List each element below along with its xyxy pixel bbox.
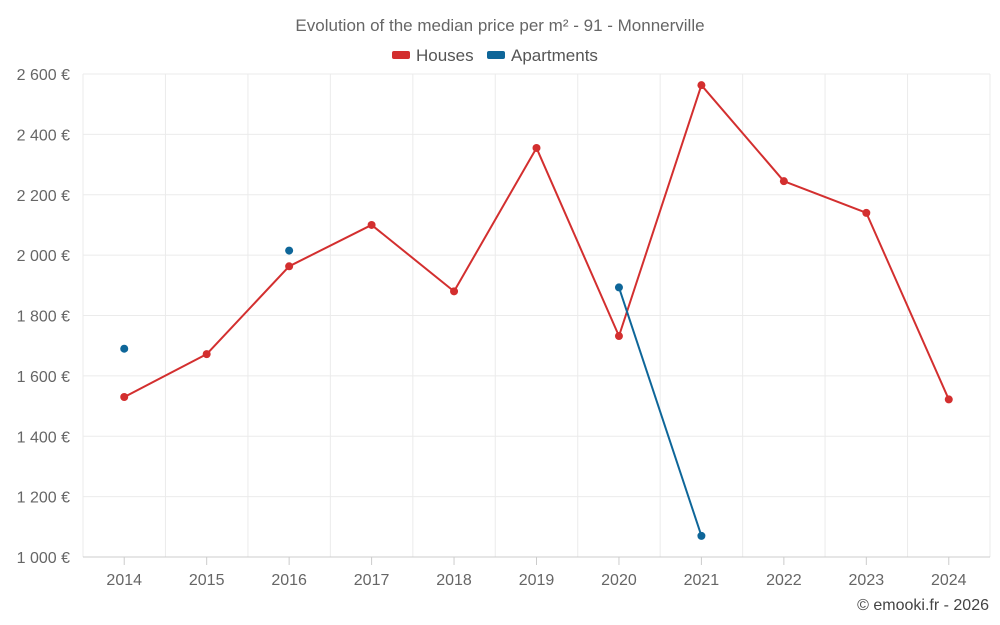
x-tick-label: 2014 [106, 572, 142, 589]
series-line-apartments [618, 287, 703, 537]
x-tick-label: 2016 [271, 572, 307, 589]
legend-item-apartments[interactable]: Apartments [487, 46, 598, 65]
data-point-apartments[interactable] [614, 283, 623, 292]
x-tick-label: 2024 [931, 572, 967, 589]
y-tick-label: 2 400 € [17, 127, 70, 144]
data-point-houses[interactable] [367, 220, 376, 229]
data-point-houses[interactable] [697, 81, 706, 90]
legend-item-houses[interactable]: Houses [392, 46, 474, 65]
data-point-apartments[interactable] [697, 531, 706, 540]
data-point-houses[interactable] [862, 208, 871, 217]
series-apartments [120, 246, 706, 540]
y-tick-label: 1 000 € [17, 550, 70, 567]
y-tick-label: 1 400 € [17, 429, 70, 446]
legend-swatch-apartments [487, 51, 505, 59]
y-tick-label: 2 200 € [17, 188, 70, 205]
y-tick-label: 2 600 € [17, 67, 70, 84]
x-tick-label: 2020 [601, 572, 637, 589]
x-gridlines [82, 74, 991, 557]
credit-text: © emooki.fr - 2026 [857, 597, 989, 614]
x-tick-label: 2015 [189, 572, 225, 589]
y-tick-label: 2 000 € [17, 248, 70, 265]
data-point-apartments[interactable] [285, 246, 294, 255]
legend: Houses Apartments [392, 46, 598, 65]
x-tick-label: 2021 [684, 572, 720, 589]
series-layer [120, 81, 953, 540]
data-point-houses[interactable] [779, 177, 788, 186]
x-tick-label: 2023 [849, 572, 885, 589]
data-point-houses[interactable] [532, 143, 541, 152]
y-axis-ticks: 1 000 € 1 200 € 1 400 € 1 600 € 1 800 € 2 000… [17, 67, 70, 567]
data-point-houses[interactable] [285, 262, 294, 271]
y-tick-label: 1 600 € [17, 369, 70, 386]
legend-swatch-houses [392, 51, 410, 59]
x-tick-label: 2017 [354, 572, 390, 589]
legend-label-houses: Houses [416, 46, 474, 65]
data-point-apartments[interactable] [120, 344, 129, 353]
data-point-houses[interactable] [450, 287, 459, 296]
y-gridlines [83, 73, 990, 498]
x-tick-label: 2019 [519, 572, 555, 589]
series-houses [120, 81, 953, 404]
legend-label-apartments: Apartments [511, 46, 598, 65]
data-point-houses[interactable] [614, 332, 623, 341]
x-tick-label: 2018 [436, 572, 472, 589]
x-tick-label: 2022 [766, 572, 802, 589]
chart-title: Evolution of the median price per m² - 9… [295, 16, 704, 35]
y-tick-label: 1 800 € [17, 309, 70, 326]
data-point-houses[interactable] [120, 393, 129, 402]
data-point-houses[interactable] [944, 395, 953, 404]
y-tick-label: 1 200 € [17, 490, 70, 507]
x-axis-ticks: 2014 2015 2016 2017 2018 2019 2020 2021 2022 2023… [106, 557, 967, 589]
data-point-houses[interactable] [202, 350, 211, 359]
